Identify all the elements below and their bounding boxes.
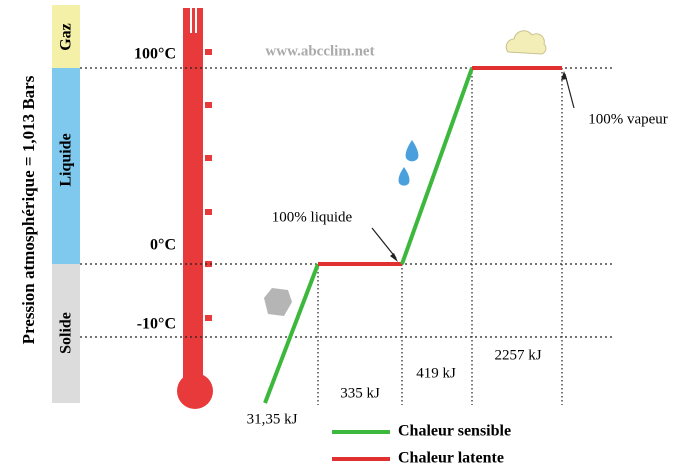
- temperature-label: 100°C: [134, 46, 176, 63]
- ice-icon: [264, 288, 292, 316]
- annotation: 100% liquide: [272, 209, 353, 225]
- gaz-band: [52, 5, 80, 68]
- energy-label: 419 kJ: [416, 365, 456, 381]
- phase-label: Liquide: [58, 133, 75, 186]
- annotation-arrow: [564, 73, 575, 109]
- sensible-segment: [400, 67, 474, 265]
- energy-label: 2257 kJ: [494, 347, 541, 363]
- legend-label: Chaleur latente: [398, 450, 504, 467]
- energy-label: 335 kJ: [340, 385, 380, 401]
- phase-label: Solide: [58, 312, 75, 354]
- thermometer: [177, 8, 213, 409]
- cloud-icon: [505, 30, 547, 55]
- axis-label: Pression atmosphérique = 1,013 Bars: [19, 75, 38, 344]
- arrow-head: [390, 253, 398, 262]
- temperature-label: -10°C: [137, 316, 176, 333]
- energy-label: 31,35 kJ: [247, 411, 298, 427]
- legend-label: Chaleur sensible: [398, 423, 511, 440]
- drop-icon: [405, 140, 419, 162]
- drop-icon: [398, 167, 410, 186]
- sensible-segment: [263, 263, 320, 404]
- temperature-label: 0°C: [150, 237, 176, 254]
- liquide-band: [52, 68, 80, 264]
- phase-label: Gaz: [58, 23, 75, 51]
- annotation-arrow: [371, 227, 397, 259]
- annotation: 100% vapeur: [588, 111, 668, 127]
- solide-band: [52, 264, 80, 403]
- watermark: www.abcclim.net: [265, 43, 374, 59]
- arrow-head: [561, 71, 567, 80]
